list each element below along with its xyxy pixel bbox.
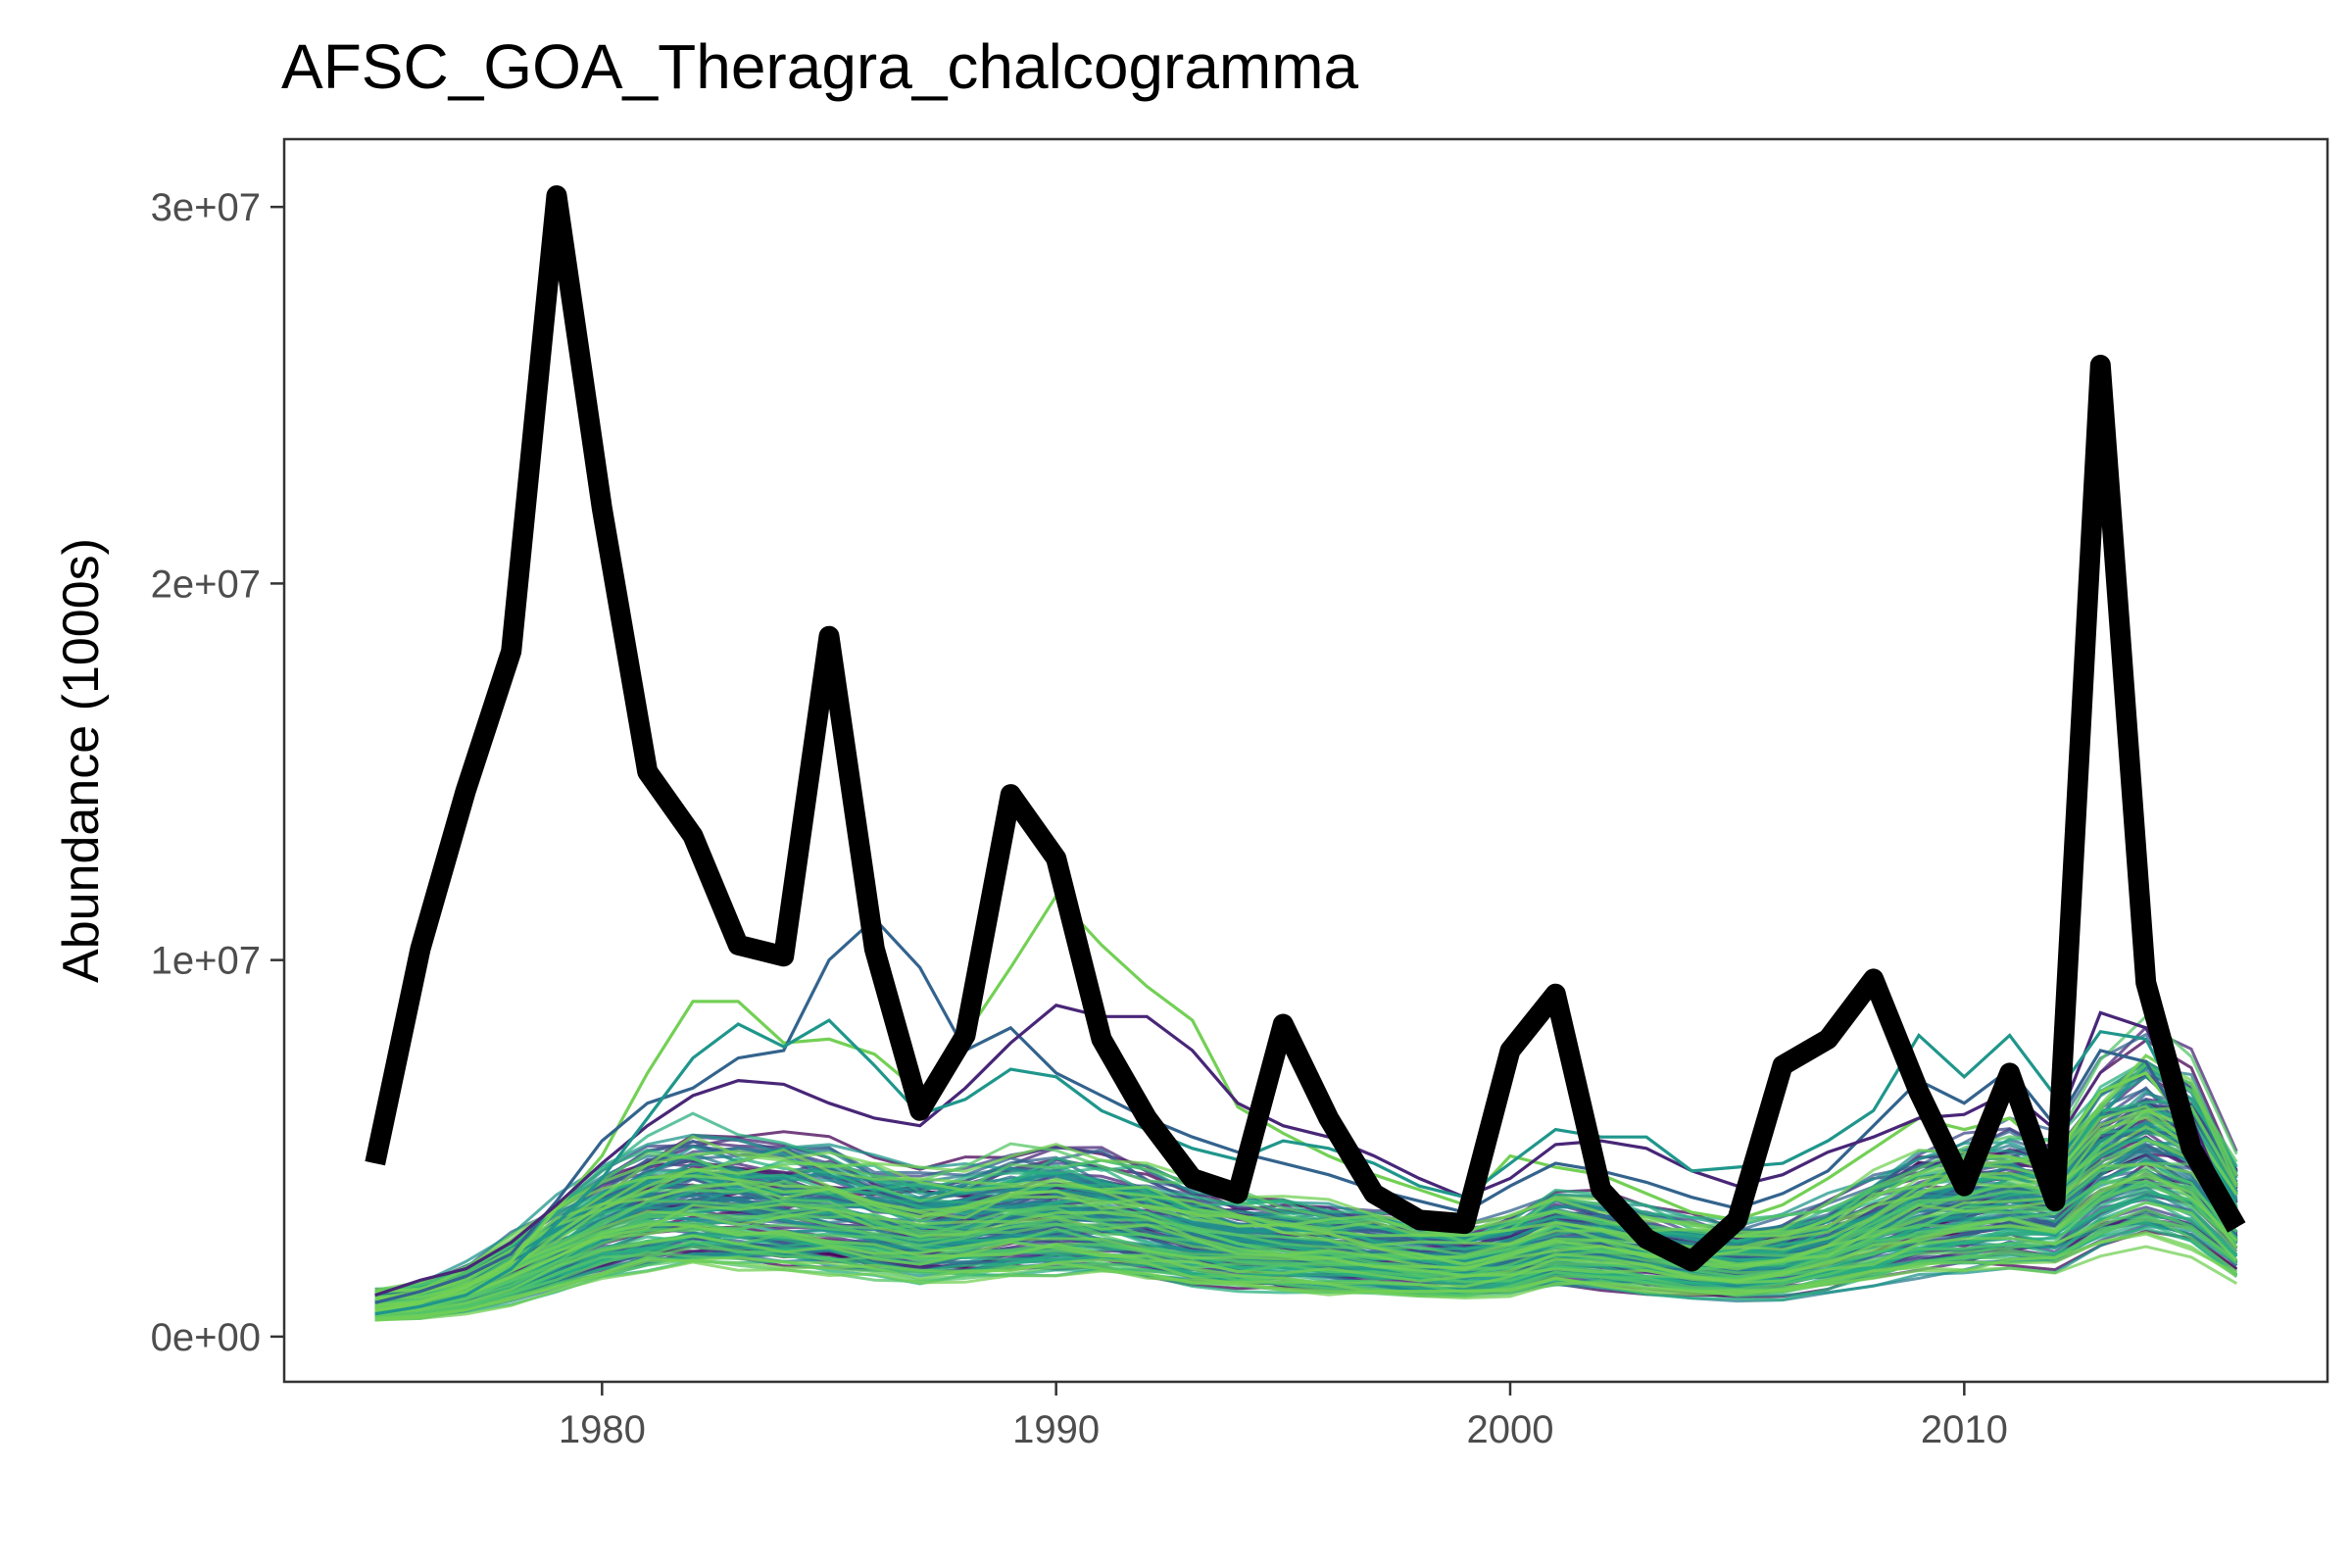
observed-series-line xyxy=(365,185,2246,1272)
simulated-series-line xyxy=(374,1169,2238,1311)
simulated-series-line xyxy=(374,1054,2238,1295)
simulated-series-line xyxy=(374,1104,2238,1301)
simulated-series-line xyxy=(374,1245,2238,1322)
chart-title: AFSC_GOA_Theragra_chalcogramma xyxy=(281,31,1359,102)
simulated-series-line xyxy=(374,1104,2238,1292)
plot-panel-border xyxy=(282,137,2329,1384)
x-axis: 1980 1990 2000 2010 xyxy=(559,1382,2008,1451)
simulated-extreme-series-line xyxy=(374,1018,2238,1316)
simulated-series-line xyxy=(374,1173,2238,1312)
x-tick-label: 1980 xyxy=(559,1408,646,1451)
y-axis: 0e+00 1e+07 2e+07 3e+07 xyxy=(151,186,284,1359)
x-tick-label: 2000 xyxy=(1467,1408,1554,1451)
simulated-series-line xyxy=(374,1054,2238,1294)
simulated-series-group xyxy=(374,1014,2238,1322)
y-tick-label: 1e+07 xyxy=(151,940,261,983)
y-tick-label: 0e+00 xyxy=(151,1316,261,1359)
simulated-series-line xyxy=(374,1137,2238,1309)
y-tick-label: 2e+07 xyxy=(151,563,261,606)
x-tick-label: 2010 xyxy=(1921,1408,2008,1451)
y-axis-label: Abundance (1000s) xyxy=(53,538,110,983)
simulated-series-line xyxy=(374,1014,2238,1295)
simulated-series-line xyxy=(374,1232,2237,1322)
simulated-series-line xyxy=(374,1200,2238,1317)
simulated-series-line xyxy=(374,1161,2238,1308)
simulated-series-line xyxy=(374,1162,2238,1306)
y-tick-label: 3e+07 xyxy=(151,186,261,229)
x-tick-label: 1990 xyxy=(1012,1408,1100,1451)
